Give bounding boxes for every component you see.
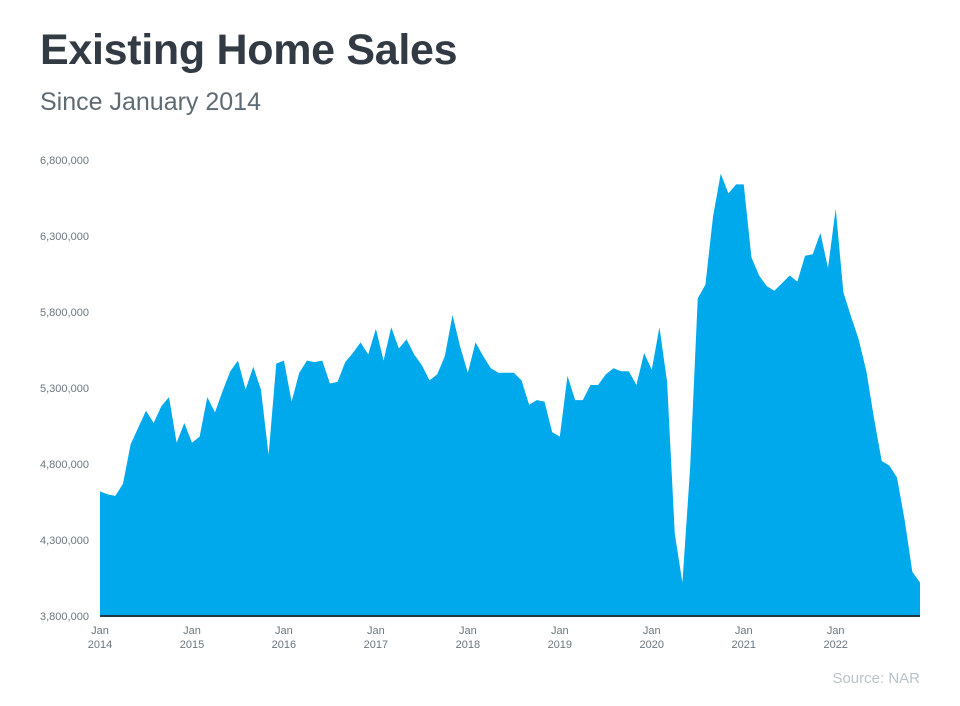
sales-area-series xyxy=(100,173,920,616)
x-tick-label-month: Jan xyxy=(367,625,385,637)
x-tick-label-year: 2017 xyxy=(364,639,388,651)
chart-subtitle: Since January 2014 xyxy=(40,88,261,116)
x-tick-label-month: Jan xyxy=(275,625,293,637)
y-tick-label: 4,800,000 xyxy=(40,459,89,471)
x-tick-label-month: Jan xyxy=(459,625,477,637)
x-tick-label-year: 2016 xyxy=(272,639,296,651)
x-tick-label-year: 2018 xyxy=(456,639,480,651)
x-tick-label-year: 2015 xyxy=(180,639,204,651)
y-tick-label: 4,300,000 xyxy=(40,535,89,547)
x-tick-label-month: Jan xyxy=(183,625,201,637)
x-tick-label-year: 2020 xyxy=(640,639,664,651)
x-tick-label-year: 2019 xyxy=(548,639,572,651)
x-tick-label-month: Jan xyxy=(91,625,109,637)
x-tick-label-year: 2014 xyxy=(88,639,112,651)
source-note: Source: NAR xyxy=(832,670,920,687)
x-tick-label-year: 2022 xyxy=(823,639,847,651)
y-tick-label: 5,300,000 xyxy=(40,383,89,395)
x-tick-label-month: Jan xyxy=(735,625,753,637)
x-tick-label-month: Jan xyxy=(551,625,569,637)
x-tick-label-year: 2021 xyxy=(731,639,755,651)
y-tick-label: 5,800,000 xyxy=(40,307,89,319)
chart-title: Existing Home Sales xyxy=(40,26,458,74)
y-tick-label: 3,800,000 xyxy=(40,611,89,623)
x-tick-label-month: Jan xyxy=(827,625,845,637)
y-tick-label: 6,800,000 xyxy=(40,155,89,167)
y-tick-label: 6,300,000 xyxy=(40,231,89,243)
x-tick-label-month: Jan xyxy=(643,625,661,637)
